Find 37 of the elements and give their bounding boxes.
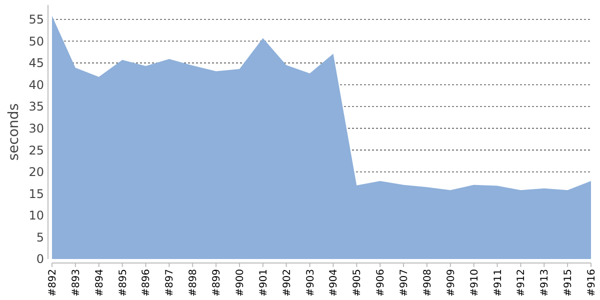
x-tick-label: #894	[94, 269, 106, 296]
y-tick-label: 15	[28, 186, 44, 201]
x-tick-label: #902	[282, 269, 293, 296]
x-tick-label: #912	[516, 269, 528, 296]
x-tick-label: #905	[352, 269, 364, 296]
x-tick-label: #908	[422, 269, 434, 296]
y-tick-label: 45	[28, 56, 44, 70]
x-tick-label: #911	[492, 269, 504, 296]
x-tick-label: #906	[376, 269, 387, 296]
x-tick-label: #910	[469, 269, 480, 296]
x-tick-label: #896	[141, 269, 152, 296]
y-tick-label: 0	[36, 252, 44, 266]
y-tick-label: 5	[36, 230, 44, 244]
y-tick-label: 55	[28, 12, 44, 27]
x-tick-label: #904	[328, 269, 340, 296]
x-tick-label: #898	[188, 269, 200, 296]
x-tick-label: #909	[446, 269, 457, 296]
y-tick-label: 40	[28, 78, 44, 92]
x-tick-label: #893	[70, 269, 82, 296]
y-tick-label: 35	[28, 100, 44, 114]
x-tick-label: #892	[48, 269, 58, 296]
x-tick-label: #913	[540, 269, 551, 296]
y-tick-label: 30	[28, 121, 44, 136]
y-tick-label: 10	[28, 208, 44, 223]
y-tick-label: 50	[28, 34, 44, 48]
x-tick-label: #897	[164, 269, 176, 296]
x-tick-label: #916	[586, 269, 598, 296]
y-axis-title: seconds	[6, 103, 22, 161]
x-tick-label: #901	[258, 269, 270, 296]
x-tick-label: #903	[305, 269, 316, 296]
y-tick-label: 20	[28, 165, 44, 180]
x-tick-label: #900	[234, 269, 246, 296]
x-tick-label: #915	[563, 269, 574, 296]
y-tick-label: 25	[28, 143, 44, 158]
x-tick-label: #899	[212, 269, 223, 296]
x-tick-label: #895	[118, 269, 129, 296]
x-tick-label: #907	[399, 269, 410, 296]
